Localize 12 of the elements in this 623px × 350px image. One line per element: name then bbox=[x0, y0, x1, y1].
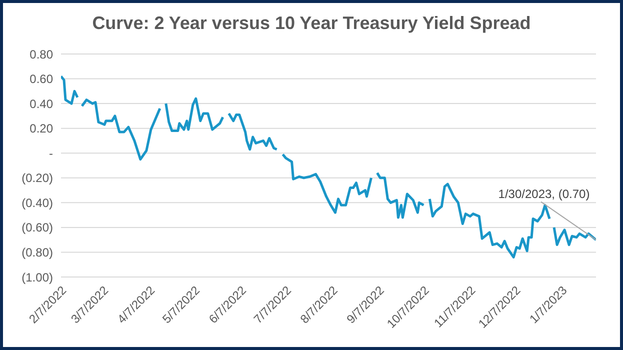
y-tick-label: - bbox=[49, 146, 53, 160]
y-tick-label: (0.80) bbox=[22, 245, 53, 260]
y-tick-label: 0.20 bbox=[30, 122, 54, 136]
annotation: 1/30/2023, (0.70) bbox=[498, 186, 590, 201]
y-tick-label: (1.00) bbox=[22, 270, 53, 284]
y-tick-label: 0.80 bbox=[30, 47, 54, 62]
y-tick-label: 0.40 bbox=[30, 96, 54, 111]
chart-title: Curve: 2 Year versus 10 Year Treasury Yield Spread bbox=[91, 13, 532, 34]
y-tick-label: 0.60 bbox=[30, 72, 54, 86]
y-tick-label: (0.20) bbox=[22, 171, 53, 186]
y-tick-label: (0.40) bbox=[22, 196, 53, 210]
y-tick-label: (0.60) bbox=[22, 220, 53, 235]
